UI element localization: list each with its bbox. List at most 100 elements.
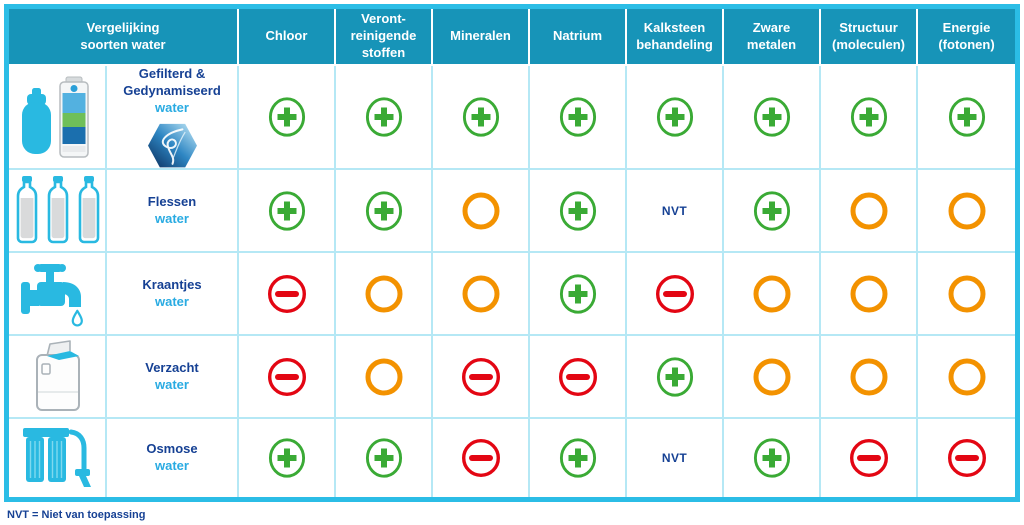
row-label: Gefilterd & Gedynamiseerd [123, 66, 221, 98]
row-label: Verzacht [145, 359, 199, 375]
row-sublabel: water [155, 210, 189, 226]
comparison-cell: NVT [627, 170, 724, 253]
comparison-cell [821, 419, 918, 497]
comparison-cell [724, 336, 821, 419]
plus-icon [268, 97, 305, 137]
row-label: Kraantjes [142, 276, 202, 292]
comparison-cell [433, 170, 530, 253]
column-header-6: Structuur (moleculen) [821, 9, 918, 66]
nvt-label: NVT [661, 451, 688, 465]
plus-icon [559, 438, 596, 478]
row-label-cell: Flessen water [107, 170, 239, 253]
comparison-cell [821, 170, 918, 253]
water-softener-icon [36, 339, 80, 411]
neutral-circle-icon [462, 192, 499, 229]
neutral-circle-icon [462, 275, 499, 312]
comparison-cell [918, 66, 1015, 170]
comparison-cell [627, 253, 724, 336]
comparison-cell [433, 66, 530, 170]
plus-icon [268, 438, 305, 478]
comparison-cell [433, 419, 530, 497]
tap-icon [21, 263, 83, 326]
row-icon-cell [9, 336, 107, 419]
plus-icon [559, 97, 596, 137]
osmosis-filter-icon [23, 428, 91, 487]
comparison-cell [724, 419, 821, 497]
nvt-label: NVT [661, 203, 688, 218]
row-label: Flessen [147, 193, 197, 209]
row-label: Osmose [146, 441, 198, 457]
comparison-cell [239, 336, 336, 419]
comparison-cell [918, 336, 1015, 419]
column-header-2: Mineralen [433, 9, 530, 66]
comparison-cell [433, 336, 530, 419]
swirl-hexagon-icon [147, 123, 197, 168]
minus-icon [267, 274, 306, 313]
comparison-cell [239, 170, 336, 253]
comparison-cell [724, 66, 821, 170]
plus-icon [753, 190, 790, 231]
comparison-cell [530, 66, 627, 170]
plus-icon [753, 438, 790, 478]
row-sublabel: water [155, 376, 189, 392]
minus-icon [849, 439, 888, 477]
comparison-cell [821, 336, 918, 419]
column-header-4: Kalksteen behandeling [627, 9, 724, 66]
comparison-cell [336, 66, 433, 170]
comparison-cell [530, 419, 627, 497]
column-header-5: Zware metalen [724, 9, 821, 66]
plus-icon [559, 190, 596, 231]
plus-icon [948, 97, 985, 137]
filter-product-icon [22, 76, 89, 158]
minus-icon [655, 274, 694, 313]
neutral-circle-icon [365, 358, 402, 395]
neutral-circle-icon [365, 275, 402, 312]
plus-icon [365, 190, 402, 231]
comparison-cell [627, 66, 724, 170]
neutral-circle-icon [948, 192, 985, 229]
neutral-circle-icon [753, 275, 790, 312]
column-header-7: Energie (fotonen) [918, 9, 1015, 66]
row-sublabel: water [155, 293, 189, 309]
comparison-cell [433, 253, 530, 336]
comparison-cell [239, 66, 336, 170]
comparison-cell [627, 336, 724, 419]
comparison-cell [918, 419, 1015, 497]
neutral-circle-icon [850, 192, 887, 229]
comparison-cell: NVT [627, 419, 724, 497]
comparison-cell [530, 170, 627, 253]
comparison-cell [336, 336, 433, 419]
comparison-cell [724, 253, 821, 336]
row-sublabel: water [155, 99, 189, 115]
comparison-cell [724, 170, 821, 253]
neutral-circle-icon [850, 358, 887, 395]
plus-icon [753, 97, 790, 137]
comparison-cell [918, 253, 1015, 336]
row-label-cell: Osmose water [107, 419, 239, 497]
minus-icon [461, 357, 500, 396]
minus-icon [267, 357, 306, 396]
plus-icon [656, 97, 693, 137]
minus-icon [558, 357, 597, 396]
comparison-cell [239, 253, 336, 336]
plus-icon [559, 273, 596, 314]
comparison-cell [821, 253, 918, 336]
row-label-cell: Kraantjes water [107, 253, 239, 336]
row-sublabel: water [155, 458, 189, 473]
row-label-cell: Verzacht water [107, 336, 239, 419]
plus-icon [365, 438, 402, 478]
row-icon-cell [9, 170, 107, 253]
footnote: NVT = Niet van toepassing [7, 509, 146, 521]
neutral-circle-icon [948, 358, 985, 395]
minus-icon [461, 439, 500, 477]
column-header-3: Natrium [530, 9, 627, 66]
row-icon-cell [9, 419, 107, 497]
comparison-grid: Vergelijking soorten water Chloor Veront- … [9, 9, 1015, 497]
row-icon-cell [9, 66, 107, 170]
comparison-cell [918, 170, 1015, 253]
column-header-1: Veront- reinigende stoffen [336, 9, 433, 66]
water-bottles-icon [16, 175, 100, 243]
column-header-0: Chloor [239, 9, 336, 66]
neutral-circle-icon [753, 358, 790, 395]
comparison-cell [336, 170, 433, 253]
